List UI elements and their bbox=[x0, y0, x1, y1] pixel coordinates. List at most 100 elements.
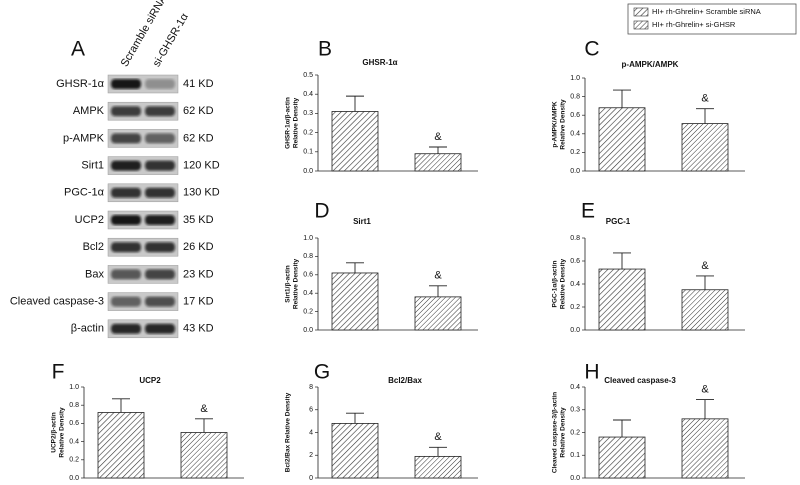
y-axis-label: Relative Density bbox=[293, 98, 300, 149]
significance-mark: & bbox=[200, 403, 208, 415]
band bbox=[111, 160, 141, 171]
y-axis-label: Sirt1/β-actin bbox=[285, 265, 292, 303]
y-tick-label: 8 bbox=[309, 384, 313, 391]
y-tick-label: 0.8 bbox=[303, 253, 313, 260]
significance-mark: & bbox=[434, 431, 442, 443]
panel-letter: C bbox=[584, 38, 599, 61]
significance-mark: & bbox=[701, 383, 709, 395]
band bbox=[111, 215, 141, 225]
y-axis-label: Relative Density bbox=[560, 259, 567, 310]
y-tick-label: 0.2 bbox=[570, 304, 580, 311]
protein-label: p-AMPK bbox=[63, 132, 105, 144]
y-axis-label: UCP2/β-actin bbox=[51, 412, 58, 452]
panel-letter: E bbox=[581, 200, 595, 223]
band bbox=[145, 106, 175, 117]
y-tick-label: 2 bbox=[309, 452, 313, 459]
bar bbox=[598, 436, 646, 479]
y-tick-label: 6 bbox=[309, 407, 313, 414]
y-tick-label: 0.4 bbox=[570, 384, 580, 391]
band bbox=[145, 187, 175, 198]
chart-title: Bcl2/Bax bbox=[388, 376, 422, 385]
error-bar bbox=[346, 262, 364, 273]
panel-letter: G bbox=[314, 361, 330, 384]
band-size: 120 KD bbox=[183, 160, 220, 172]
band-size: 41 KD bbox=[183, 78, 214, 90]
y-tick-label: 0.4 bbox=[570, 131, 580, 138]
legend-box bbox=[627, 3, 797, 35]
error-bar bbox=[613, 89, 631, 108]
bar bbox=[681, 289, 729, 331]
chart-title: Cleaved caspase-3 bbox=[604, 376, 676, 385]
y-axis-label: Relative Density bbox=[293, 259, 300, 310]
band bbox=[111, 79, 141, 89]
y-tick-label: 0.6 bbox=[69, 420, 79, 427]
protein-label: UCP2 bbox=[75, 214, 104, 226]
band bbox=[145, 160, 175, 171]
bar bbox=[681, 418, 729, 479]
error-bar bbox=[429, 285, 447, 297]
significance-mark: & bbox=[434, 131, 442, 143]
chart-title: Sirt1 bbox=[353, 217, 371, 226]
bar bbox=[598, 268, 646, 331]
error-bar bbox=[613, 252, 631, 270]
y-tick-label: 0.5 bbox=[303, 72, 313, 79]
y-tick-label: 0.8 bbox=[570, 93, 580, 100]
y-tick-label: 0.6 bbox=[303, 272, 313, 279]
y-axis-label: p-AMPK/AMPK bbox=[552, 101, 559, 148]
error-bar bbox=[346, 95, 364, 112]
significance-mark: & bbox=[701, 93, 709, 105]
y-axis-label: Relative Density bbox=[59, 407, 66, 458]
y-tick-label: 0.0 bbox=[69, 475, 79, 482]
chart-title: GHSR-1α bbox=[362, 58, 397, 67]
y-tick-label: 0.2 bbox=[570, 149, 580, 156]
panel-letter: A bbox=[71, 38, 85, 61]
protein-label: Bcl2 bbox=[83, 241, 104, 253]
band-size: 35 KD bbox=[183, 214, 214, 226]
protein-label: GHSR-1α bbox=[56, 78, 105, 90]
band bbox=[145, 242, 175, 253]
protein-label: β-actin bbox=[71, 323, 104, 335]
y-tick-label: 0.0 bbox=[570, 475, 580, 482]
y-tick-label: 0.6 bbox=[570, 258, 580, 265]
chart-title: UCP2 bbox=[139, 376, 161, 385]
band-size: 62 KD bbox=[183, 105, 214, 117]
y-tick-label: 0.2 bbox=[570, 429, 580, 436]
y-tick-label: 0.4 bbox=[69, 438, 79, 445]
error-bar bbox=[346, 412, 364, 424]
panel-letter: D bbox=[314, 200, 329, 223]
band bbox=[145, 296, 175, 307]
y-tick-label: 0.0 bbox=[303, 168, 313, 175]
band bbox=[111, 187, 141, 198]
protein-label: Sirt1 bbox=[81, 160, 104, 172]
error-bar bbox=[195, 418, 213, 433]
legend-label: HI+ rh-Ghrelin+ Scramble siRNA bbox=[652, 7, 761, 16]
band-size: 43 KD bbox=[183, 323, 214, 335]
y-tick-label: 0.2 bbox=[303, 129, 313, 136]
error-bar bbox=[429, 146, 447, 154]
panel-letter: H bbox=[584, 361, 599, 384]
band-size: 17 KD bbox=[183, 296, 214, 308]
y-tick-label: 0.6 bbox=[570, 112, 580, 119]
bar bbox=[414, 296, 462, 331]
y-tick-label: 1.0 bbox=[570, 75, 580, 82]
error-bar bbox=[696, 399, 714, 419]
y-axis-label: Relative Density bbox=[560, 99, 567, 150]
y-axis-label: Relative Density bbox=[560, 407, 567, 458]
band bbox=[111, 269, 141, 280]
y-tick-label: 0.8 bbox=[570, 235, 580, 242]
chart-title: p-AMPK/AMPK bbox=[622, 60, 679, 69]
y-tick-label: 0.2 bbox=[303, 308, 313, 315]
band-size: 26 KD bbox=[183, 241, 214, 253]
protein-label: AMPK bbox=[73, 105, 105, 117]
protein-label: Cleaved caspase-3 bbox=[10, 296, 104, 308]
band bbox=[111, 242, 141, 253]
legend-label: HI+ rh-Ghrelin+ si-GHSR bbox=[652, 20, 736, 29]
y-axis-label: GHSR-1α/β-actin bbox=[285, 97, 292, 149]
band-size: 62 KD bbox=[183, 132, 214, 144]
y-tick-label: 0.1 bbox=[570, 452, 580, 459]
bar bbox=[331, 272, 379, 331]
error-bar bbox=[613, 419, 631, 438]
bar bbox=[414, 153, 462, 172]
y-tick-label: 0.8 bbox=[69, 402, 79, 409]
bar bbox=[681, 123, 729, 172]
